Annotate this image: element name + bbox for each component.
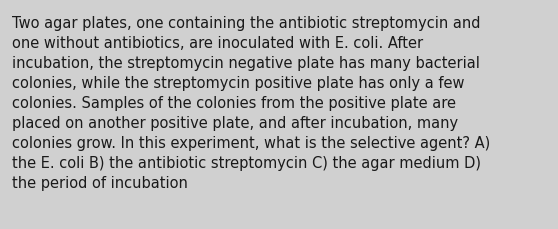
Text: Two agar plates, one containing the antibiotic streptomycin and
one without anti: Two agar plates, one containing the anti… [12,16,490,191]
